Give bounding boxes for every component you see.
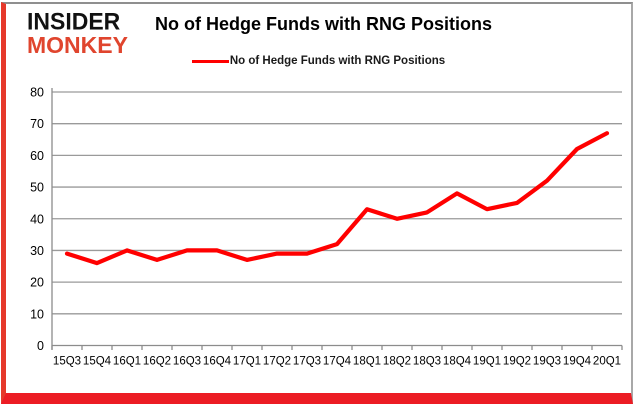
legend: No of Hedge Funds with RNG Positions xyxy=(0,55,637,67)
x-tick-label: 19Q1 xyxy=(473,356,501,368)
y-tick-label: 80 xyxy=(30,86,44,100)
y-tick-label: 10 xyxy=(30,307,44,321)
logo-text-monkey: MONKEY xyxy=(27,32,128,58)
x-tick-label: 19Q2 xyxy=(503,356,531,368)
page-border-frame xyxy=(1,2,633,404)
y-tick-label: 0 xyxy=(37,339,44,353)
x-tick-label: 19Q4 xyxy=(563,356,592,368)
x-tick-label: 18Q1 xyxy=(353,356,381,368)
x-tick-label: 15Q3 xyxy=(53,356,81,368)
legend-label: No of Hedge Funds with RNG Positions xyxy=(229,55,446,67)
y-tick-label: 20 xyxy=(30,276,44,290)
data-line-series xyxy=(64,131,610,266)
x-tick-label: 16Q1 xyxy=(113,356,141,368)
x-tick-label: 16Q4 xyxy=(203,356,232,368)
x-tick-label: 16Q3 xyxy=(173,356,201,368)
x-tick-label: 20Q1 xyxy=(593,356,621,368)
y-tick-label: 70 xyxy=(30,117,44,131)
x-tick-label: 17Q4 xyxy=(323,356,352,368)
x-tick-label: 18Q2 xyxy=(383,356,411,368)
x-tick-label: 19Q3 xyxy=(533,356,561,368)
x-tick-label: 17Q1 xyxy=(233,356,261,368)
legend-line-swatch xyxy=(191,59,229,63)
y-tick-label: 40 xyxy=(30,212,44,226)
logo-text-insider: INSIDER xyxy=(27,7,121,35)
y-tick-label: 60 xyxy=(30,149,44,163)
x-tick-label: 16Q2 xyxy=(143,356,171,368)
chart-title: No of Hedge Funds with RNG Positions xyxy=(155,14,492,34)
x-tick-label: 18Q4 xyxy=(443,356,472,368)
x-tick-label: 18Q3 xyxy=(413,356,441,368)
x-tick-label: 17Q3 xyxy=(293,356,321,368)
x-tick-label: 17Q2 xyxy=(263,356,291,368)
insider-monkey-logo: INSIDER MONKEY xyxy=(27,7,128,58)
y-tick-label: 50 xyxy=(30,181,44,195)
y-tick-label: 30 xyxy=(30,244,44,258)
x-tick-label: 15Q4 xyxy=(83,356,112,368)
